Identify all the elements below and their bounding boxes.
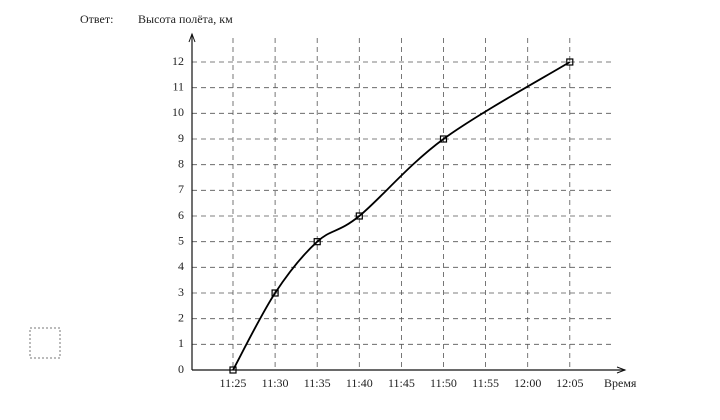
x-axis-label: Время <box>604 376 637 390</box>
y-tick-label: 12 <box>172 54 184 68</box>
x-tick-label: 11:55 <box>472 376 499 390</box>
line <box>232 61 571 371</box>
x-tick-label: 11:35 <box>304 376 331 390</box>
y-axis-arrow <box>188 32 196 43</box>
answer-box <box>29 327 61 359</box>
answer-label: Ответ: <box>80 12 113 26</box>
point <box>566 58 574 66</box>
y-tick-label: 1 <box>178 336 184 350</box>
y-tick-label: 4 <box>178 259 184 273</box>
x-tick-label: 12:05 <box>556 376 583 390</box>
x-tick-label: 11:45 <box>388 376 415 390</box>
y-tick-label: 8 <box>178 156 184 170</box>
x-axis-arrow <box>616 366 627 374</box>
y-tick-label: 0 <box>178 362 184 376</box>
y-tick-label: 11 <box>172 79 184 93</box>
y-tick-label: 9 <box>178 131 184 145</box>
y-tick-label: 6 <box>178 208 184 222</box>
x-tick-label: 11:30 <box>262 376 289 390</box>
point <box>229 366 237 374</box>
point <box>271 289 279 297</box>
x-tick-label: 12:00 <box>514 376 541 390</box>
y-tick-label: 7 <box>178 182 184 196</box>
x-tick-label: 11:25 <box>220 376 247 390</box>
point <box>355 212 363 220</box>
y-tick-label: 2 <box>178 310 184 324</box>
point <box>313 238 321 246</box>
y-tick-label: 3 <box>178 285 184 299</box>
y-tick-label: 5 <box>178 233 184 247</box>
y-tick-label: 10 <box>172 105 184 119</box>
y-axis-label: Высота полёта, км <box>138 12 233 26</box>
point <box>439 135 448 143</box>
x-tick-label: 11:40 <box>346 376 373 390</box>
x-tick-label: 11:50 <box>430 376 457 390</box>
